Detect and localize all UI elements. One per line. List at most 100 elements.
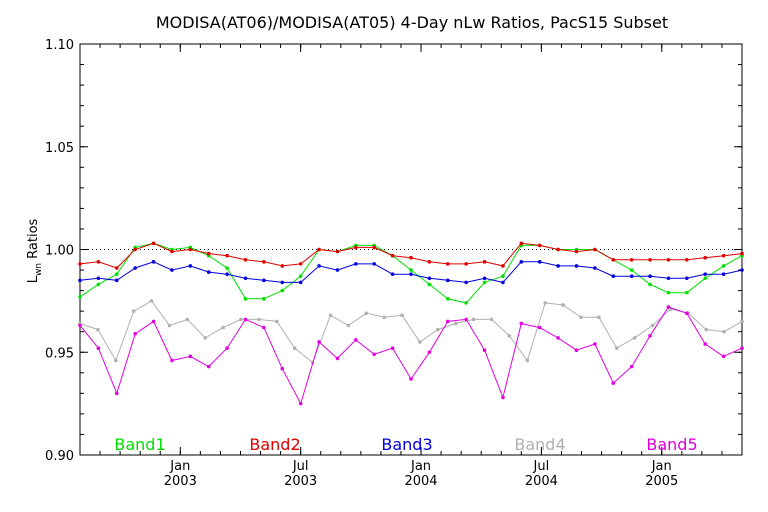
point-band2-25 (537, 243, 542, 248)
point-band4-5 (167, 323, 172, 328)
point-band3-18 (409, 272, 413, 276)
point-band2-30 (629, 257, 634, 262)
y-axis-label: Lwn Ratios (26, 218, 44, 283)
point-band5-3 (133, 331, 137, 336)
point-band5-34 (703, 342, 708, 346)
point-band3-35 (721, 272, 726, 276)
point-band4-12 (292, 346, 297, 350)
point-band4-37 (740, 319, 744, 324)
point-band3-2 (114, 278, 119, 283)
point-band1-31 (648, 282, 652, 287)
point-band2-22 (482, 260, 487, 264)
point-band5-20 (445, 319, 450, 324)
point-band4-16 (364, 311, 369, 316)
point-band3-24 (519, 260, 524, 264)
point-band1-30 (629, 268, 634, 272)
point-band3-21 (464, 280, 468, 285)
point-band1-12 (298, 274, 303, 279)
point-band5-2 (114, 391, 119, 396)
point-band1-33 (685, 290, 689, 295)
point-band5-35 (721, 354, 726, 359)
point-band3-17 (390, 272, 395, 276)
point-band5-0 (78, 323, 82, 328)
point-band5-36 (740, 346, 744, 350)
point-band5-21 (464, 317, 468, 322)
point-band1-20 (445, 297, 450, 301)
point-band2-12 (298, 262, 303, 266)
point-band3-30 (629, 274, 634, 279)
point-band4-9 (239, 317, 243, 322)
point-band2-27 (574, 249, 579, 254)
point-band2-7 (206, 251, 211, 256)
point-band4-6 (185, 317, 190, 322)
point-band4-30 (614, 346, 619, 350)
point-band1-8 (225, 266, 229, 270)
x-tick-month-4: Jan (651, 459, 672, 474)
point-band1-32 (666, 290, 671, 295)
plot-frame (79, 43, 743, 456)
series-line-band4 (79, 300, 743, 364)
point-band3-19 (427, 276, 432, 281)
point-band3-33 (685, 276, 689, 281)
point-band5-7 (206, 364, 211, 369)
point-band3-27 (574, 264, 579, 268)
point-band2-0 (78, 262, 82, 266)
point-band3-29 (611, 274, 616, 279)
y-tick-label-3: 1.05 (45, 141, 74, 156)
x-tick-month-1: Jul (292, 459, 309, 474)
x-tick-year-3: 2004 (525, 474, 558, 489)
point-band2-36 (740, 251, 744, 256)
point-band3-9 (243, 276, 248, 281)
point-band5-8 (225, 346, 229, 350)
legend-band5: Band5 (646, 435, 697, 454)
point-band2-26 (556, 247, 560, 252)
point-band1-21 (464, 301, 468, 305)
point-band2-14 (335, 249, 340, 254)
point-band5-16 (372, 352, 377, 357)
point-band5-10 (262, 325, 266, 330)
point-band3-13 (317, 264, 321, 268)
chart-title: MODISA(AT06)/MODISA(AT05) 4-Day nLw Rati… (156, 13, 668, 32)
point-band5-4 (151, 319, 156, 324)
point-band2-34 (703, 255, 708, 260)
point-band3-0 (78, 278, 82, 283)
point-band2-16 (372, 245, 377, 250)
point-band3-23 (501, 280, 505, 285)
point-band3-31 (648, 274, 652, 279)
point-band3-16 (372, 262, 377, 266)
point-band5-9 (243, 317, 248, 322)
point-band4-19 (418, 340, 422, 344)
point-band2-4 (151, 241, 156, 246)
point-band2-11 (280, 264, 285, 268)
point-band3-28 (593, 266, 597, 270)
point-band5-11 (280, 366, 285, 371)
point-band2-6 (188, 247, 193, 252)
point-band5-14 (335, 356, 340, 361)
point-band3-10 (262, 278, 266, 283)
point-band5-32 (666, 305, 671, 309)
point-band2-8 (225, 253, 229, 258)
x-tick-month-2: Jan (410, 459, 431, 474)
series-line-band5 (79, 306, 743, 405)
point-band2-20 (445, 262, 450, 266)
point-band4-18 (400, 313, 404, 318)
point-band4-14 (328, 313, 333, 318)
point-band1-34 (703, 276, 708, 281)
y-tick-label-4: 1.10 (45, 38, 74, 53)
y-tick-label-2: 1.00 (45, 244, 74, 259)
point-band1-9 (243, 297, 248, 301)
series-line-band3 (79, 261, 743, 283)
point-band4-1 (96, 327, 100, 332)
y-axis-label-rest: Ratios (26, 218, 41, 263)
point-band2-2 (114, 266, 119, 270)
point-band4-10 (257, 317, 261, 322)
point-band4-4 (149, 299, 154, 303)
point-band2-10 (262, 260, 266, 264)
point-band1-18 (409, 268, 413, 272)
point-band5-29 (611, 381, 616, 385)
point-band2-23 (501, 264, 505, 268)
series-line-band2 (79, 242, 743, 269)
point-band5-30 (629, 364, 634, 369)
point-band3-36 (740, 268, 744, 272)
